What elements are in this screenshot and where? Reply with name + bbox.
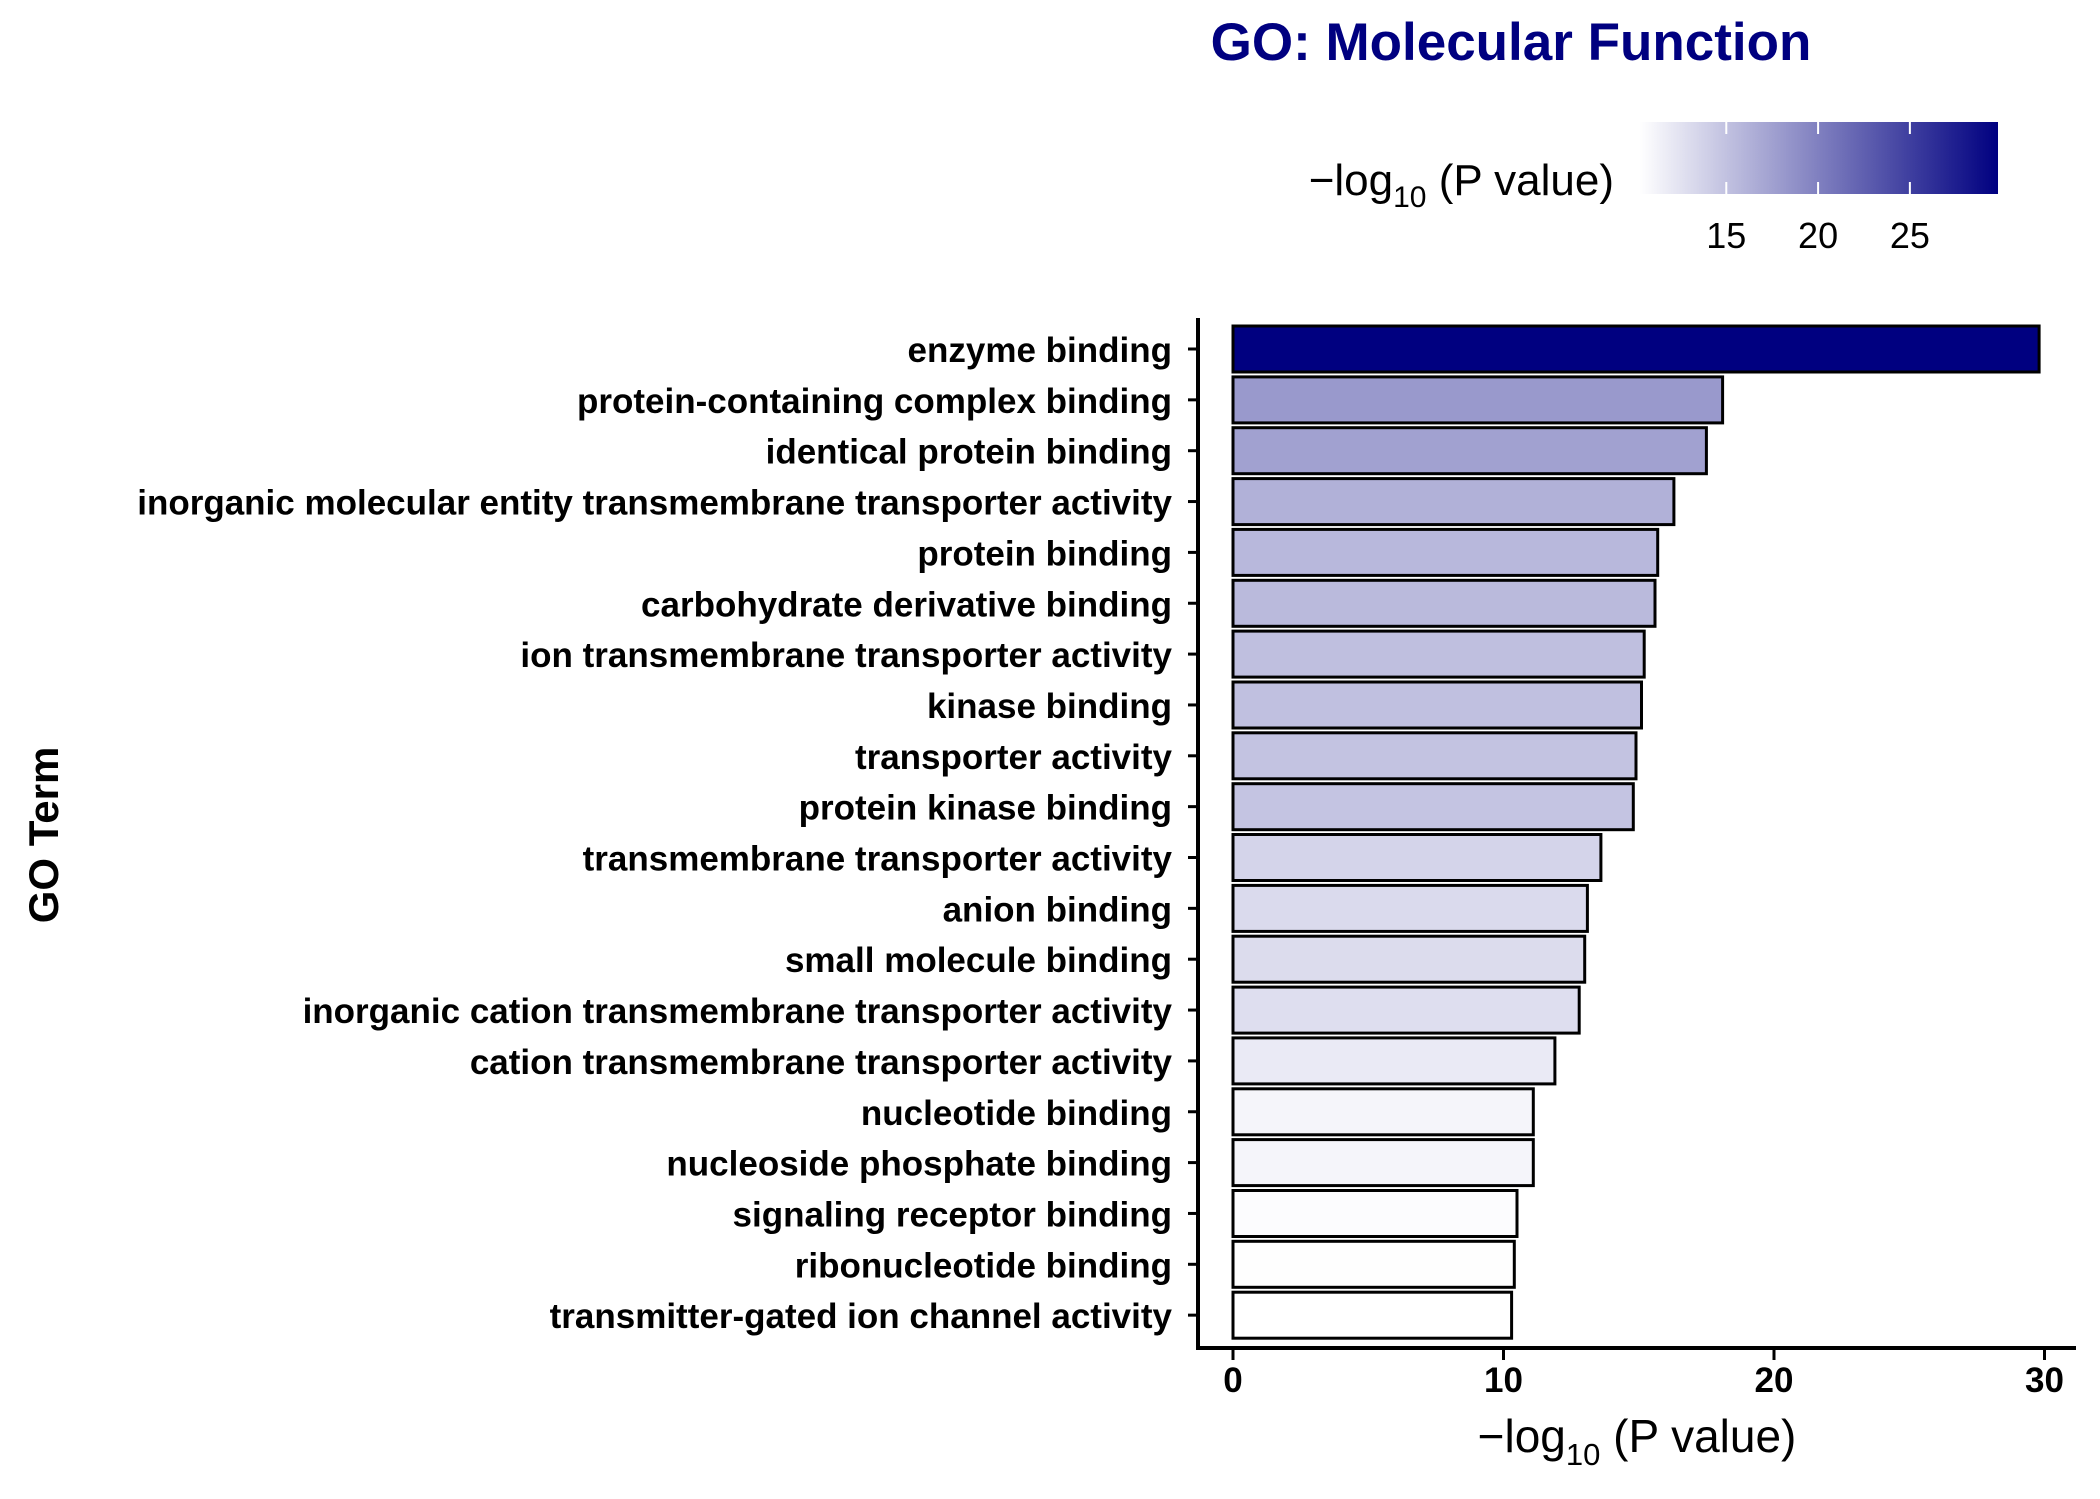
chart-title: GO: Molecular Function bbox=[1211, 13, 1812, 72]
bar bbox=[1231, 833, 1603, 882]
y-tick-label: protein binding bbox=[917, 534, 1172, 573]
bar bbox=[1231, 731, 1638, 781]
y-tick-label: signaling receptor binding bbox=[733, 1195, 1172, 1234]
bar bbox=[1231, 782, 1635, 832]
colorbar-tick-label: 15 bbox=[1706, 215, 1746, 256]
y-tick-label: small molecule binding bbox=[785, 941, 1172, 980]
x-tick-label: 10 bbox=[1484, 1361, 1523, 1400]
y-tick-label: nucleotide binding bbox=[861, 1094, 1172, 1133]
x-axis-title: −log10 (P value) bbox=[1478, 1410, 1797, 1472]
bar bbox=[1231, 324, 2041, 374]
colorbar-tick-label: 20 bbox=[1798, 215, 1838, 256]
bar bbox=[1231, 375, 1725, 425]
y-tick-label: ribonucleotide binding bbox=[795, 1246, 1172, 1285]
y-tick-label: nucleoside phosphate binding bbox=[666, 1145, 1172, 1184]
bar bbox=[1231, 1189, 1519, 1238]
bar bbox=[1231, 1239, 1516, 1289]
y-tick-label: kinase binding bbox=[927, 687, 1172, 726]
y-tick-label: transporter activity bbox=[855, 738, 1173, 777]
colorbar-label: −log10 (P value) bbox=[1309, 156, 1614, 214]
plot-area: enzyme binding protein-containing complex… bbox=[137, 318, 2076, 1400]
bar bbox=[1231, 578, 1657, 628]
y-tick-label: transmembrane transporter activity bbox=[583, 840, 1173, 879]
y-tick-label: ion transmembrane transporter activity bbox=[520, 636, 1172, 675]
bar bbox=[1231, 985, 1581, 1035]
x-tick-label: 30 bbox=[2025, 1361, 2064, 1400]
y-tick-label: inorganic molecular entity transmembrane… bbox=[137, 484, 1172, 523]
bar bbox=[1231, 883, 1589, 933]
y-tick-label: cation transmembrane transporter activit… bbox=[470, 1043, 1173, 1082]
bar bbox=[1231, 1036, 1557, 1086]
bar bbox=[1231, 629, 1646, 679]
y-tick-label: protein kinase binding bbox=[799, 789, 1172, 828]
bar bbox=[1231, 934, 1587, 984]
bar bbox=[1231, 426, 1708, 476]
bar bbox=[1231, 477, 1676, 527]
x-tick-label: 20 bbox=[1755, 1361, 1794, 1400]
y-tick-label: identical protein binding bbox=[766, 433, 1172, 472]
bar bbox=[1231, 680, 1643, 730]
bar bbox=[1231, 1290, 1514, 1340]
bar bbox=[1231, 527, 1660, 577]
y-tick-label: inorganic cation transmembrane transport… bbox=[303, 992, 1173, 1031]
y-tick-label: carbohydrate derivative binding bbox=[641, 585, 1172, 624]
bar bbox=[1231, 1087, 1535, 1137]
y-axis-title: GO Term bbox=[20, 747, 67, 924]
x-tick-label: 0 bbox=[1223, 1361, 1242, 1400]
y-tick-label: enzyme binding bbox=[908, 331, 1172, 370]
y-tick-label: transmitter-gated ion channel activity bbox=[550, 1297, 1173, 1336]
y-tick-label: anion binding bbox=[943, 890, 1172, 929]
colorbar-legend: −log10 (P value) 15 20 25 bbox=[1309, 122, 1998, 256]
y-tick-label: protein-containing complex binding bbox=[577, 382, 1172, 421]
bar bbox=[1231, 1138, 1535, 1188]
colorbar-tick-label: 25 bbox=[1890, 215, 1930, 256]
